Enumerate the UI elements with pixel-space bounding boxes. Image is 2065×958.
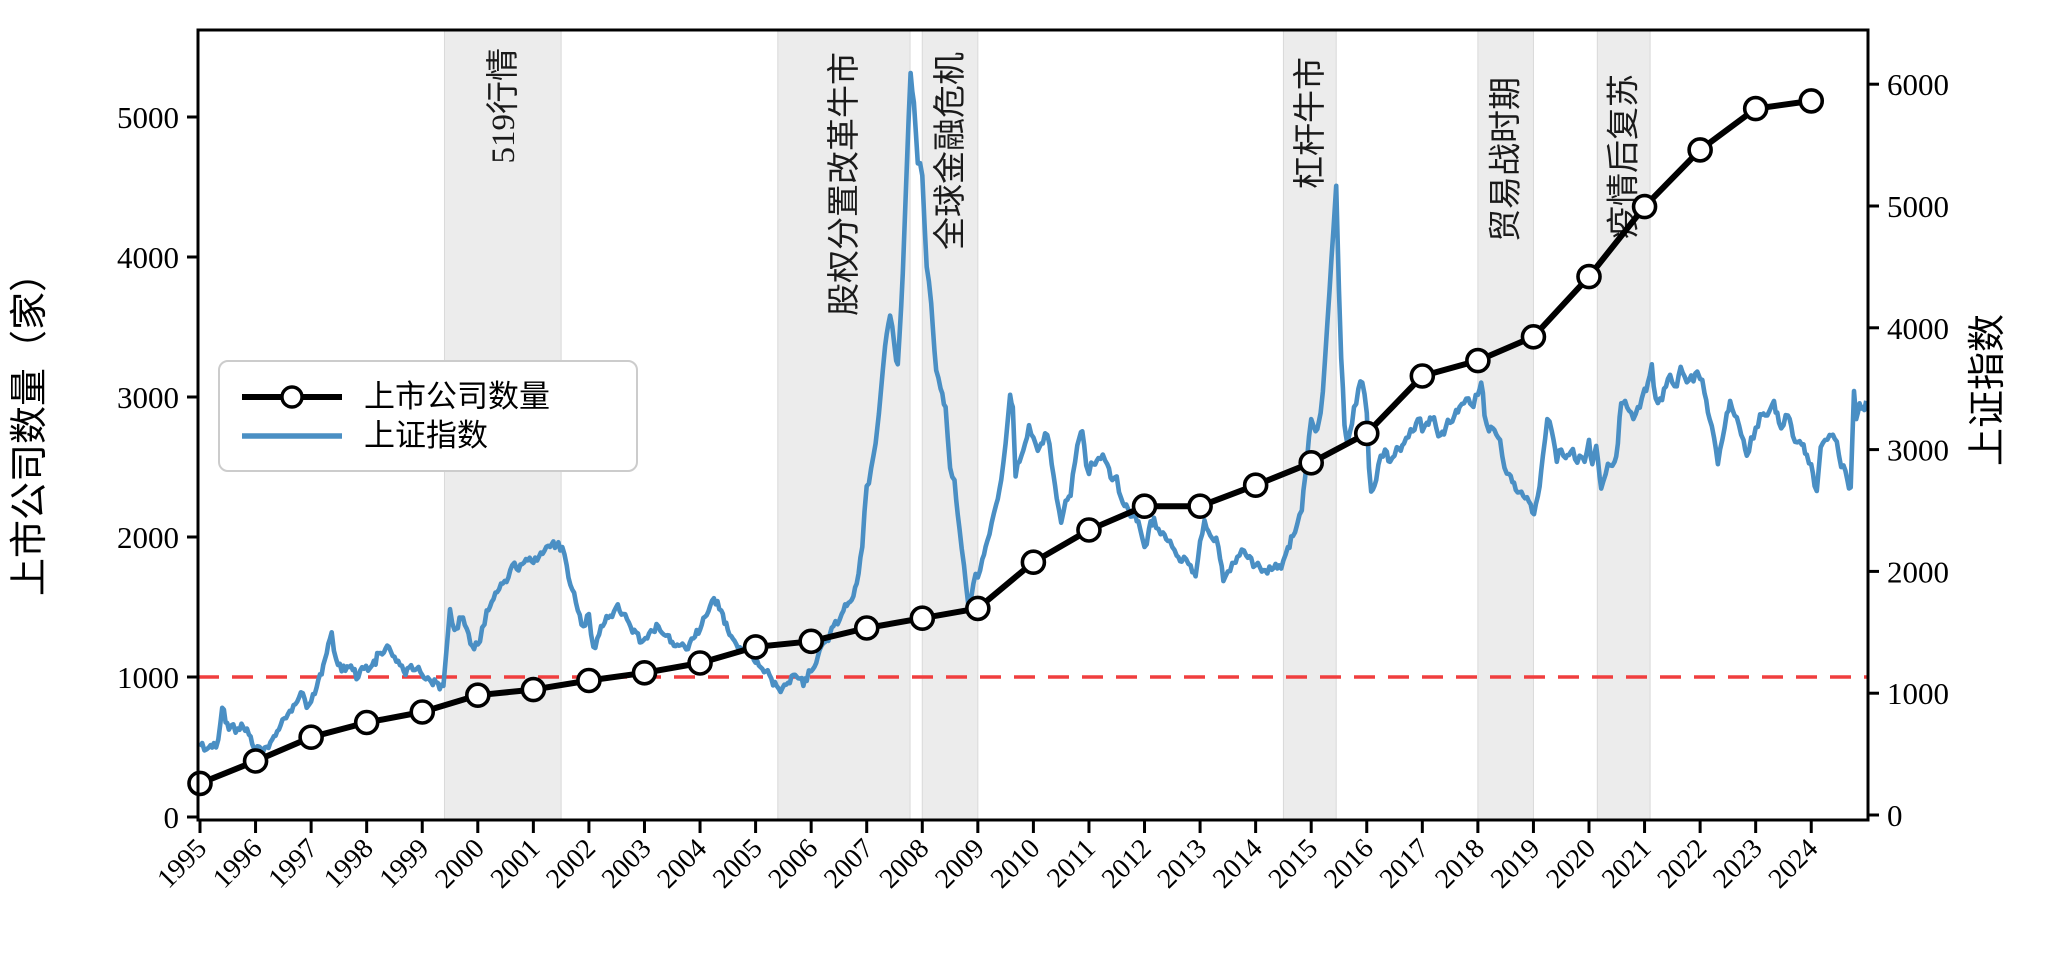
x-tick-label-2003: 2003 <box>596 833 658 895</box>
companies-marker-1995 <box>187 770 213 797</box>
legend-label-companies: 上市公司数量 <box>364 379 550 414</box>
event-band-label-3: 杠杆牛市 <box>1292 57 1329 189</box>
companies-marker-2013 <box>1187 493 1213 520</box>
companies-marker-2018 <box>1465 347 1491 374</box>
companies-marker-2012 <box>1131 493 1158 520</box>
left-tick-label-4000: 4000 <box>117 240 179 275</box>
x-tick-label-2006: 2006 <box>763 833 825 895</box>
index-series-line <box>198 70 1869 755</box>
companies-marker-1999 <box>409 699 436 725</box>
companies-marker-1997 <box>298 724 324 751</box>
companies-marker-2011 <box>1076 517 1102 543</box>
legend: 上市公司数量 上证指数 <box>218 360 638 472</box>
x-tick-label-2014: 2014 <box>1207 833 1269 895</box>
left-tick-label-5000: 5000 <box>117 100 179 135</box>
companies-marker-2017 <box>1409 363 1436 389</box>
companies-marker-2020 <box>1576 263 1602 290</box>
companies-marker-2002 <box>576 667 602 694</box>
right-tick-label-4000: 4000 <box>1887 311 1949 346</box>
event-band-label-4: 贸易战时期 <box>1489 77 1525 242</box>
x-tick-label-2002: 2002 <box>540 833 602 895</box>
companies-marker-2008 <box>909 605 936 632</box>
right-tick-label-2000: 2000 <box>1887 554 1949 589</box>
x-tick-label-2000: 2000 <box>429 833 491 895</box>
event-band-label-2: 全球金融危机 <box>932 52 969 250</box>
companies-marker-2014 <box>1242 472 1269 499</box>
left-tick-label-1000: 1000 <box>117 660 179 695</box>
x-tick-label-2016: 2016 <box>1318 833 1380 895</box>
x-tick-label-1995: 1995 <box>151 833 213 895</box>
x-tick-label-2020: 2020 <box>1540 833 1602 895</box>
x-tick-label-2013: 2013 <box>1152 833 1214 895</box>
x-tick-label-2019: 2019 <box>1485 833 1547 895</box>
companies-marker-2021 <box>1631 193 1658 220</box>
companies-marker-2022 <box>1687 137 1713 163</box>
right-tick-label-3000: 3000 <box>1887 433 1949 468</box>
companies-marker-2009 <box>965 595 991 622</box>
right-axis-title: 上证指数 <box>1967 314 2009 466</box>
x-tick-label-1997: 1997 <box>263 833 325 895</box>
companies-marker-2003 <box>631 659 658 686</box>
x-tick-label-1998: 1998 <box>318 833 380 895</box>
companies-marker-2015 <box>1298 449 1324 476</box>
x-tick-label-2004: 2004 <box>651 833 713 895</box>
x-tick-label-1999: 1999 <box>374 833 436 895</box>
x-tick-label-2015: 2015 <box>1263 833 1325 895</box>
companies-marker-2005 <box>742 634 769 660</box>
event-band-2 <box>921 29 979 821</box>
x-tick-label-2005: 2005 <box>707 833 769 895</box>
companies-marker-1998 <box>353 709 380 736</box>
x-tick-label-2010: 2010 <box>985 833 1047 895</box>
right-tick-label-5000: 5000 <box>1887 189 1949 224</box>
companies-marker-2010 <box>1020 549 1047 576</box>
companies-marker-1996 <box>242 748 269 774</box>
x-tick-label-2011: 2011 <box>1041 833 1102 894</box>
x-tick-label-2018: 2018 <box>1429 833 1491 895</box>
legend-sample-index-line <box>242 432 342 439</box>
x-tick-label-2023: 2023 <box>1707 833 1769 895</box>
companies-marker-2000 <box>464 682 491 709</box>
x-tick-label-2017: 2017 <box>1374 833 1436 895</box>
legend-label-index: 上证指数 <box>364 418 488 453</box>
x-tick-label-2001: 2001 <box>485 833 547 895</box>
right-tick-label-0: 0 <box>1887 798 1903 833</box>
companies-marker-2023 <box>1742 95 1769 122</box>
legend-item-index: 上证指数 <box>240 420 616 451</box>
open-circle-marker-icon <box>280 384 304 409</box>
x-tick-label-2007: 2007 <box>818 833 880 895</box>
left-axis-title: 上市公司数量（家） <box>9 254 51 596</box>
x-tick-label-2022: 2022 <box>1652 833 1714 895</box>
companies-marker-2024 <box>1798 88 1825 114</box>
left-tick-label-0: 0 <box>164 800 180 835</box>
x-tick-label-2009: 2009 <box>929 833 991 895</box>
legend-sample-companies-line <box>242 384 342 409</box>
x-tick-label-2024: 2024 <box>1763 833 1825 895</box>
event-band-label-1: 股权分置改革牛市 <box>826 52 863 316</box>
event-band-label-0: 519行情 <box>485 48 522 164</box>
companies-marker-2004 <box>687 650 713 676</box>
right-tick-label-1000: 1000 <box>1887 676 1949 711</box>
x-tick-label-1996: 1996 <box>207 833 269 895</box>
legend-item-companies: 上市公司数量 <box>240 381 616 412</box>
companies-marker-2006 <box>798 628 824 655</box>
event-band-5 <box>1596 29 1651 821</box>
left-tick-label-3000: 3000 <box>117 380 179 415</box>
companies-marker-2001 <box>520 676 547 703</box>
left-tick-label-2000: 2000 <box>117 520 179 555</box>
x-tick-label-2021: 2021 <box>1596 833 1658 895</box>
x-tick-label-2008: 2008 <box>874 833 936 895</box>
companies-marker-2016 <box>1353 420 1380 447</box>
x-tick-label-2012: 2012 <box>1096 833 1158 895</box>
right-tick-label-6000: 6000 <box>1887 67 1949 102</box>
companies-marker-2007 <box>853 615 880 641</box>
companies-marker-2019 <box>1520 323 1547 350</box>
